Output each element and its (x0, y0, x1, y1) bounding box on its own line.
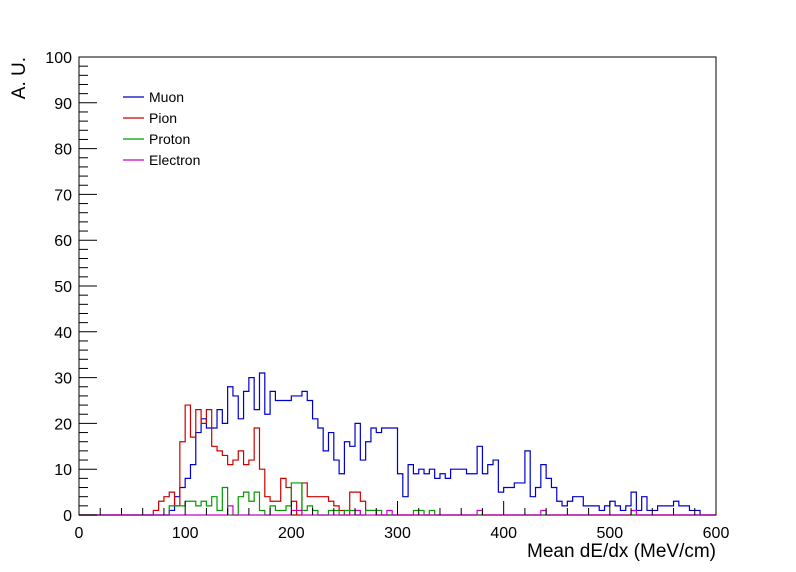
legend: Muon Pion Proton Electron (123, 89, 200, 168)
x-tick-label: 100 (172, 525, 199, 542)
legend-item-electron: Electron (123, 152, 200, 168)
y-tick-label: 30 (54, 371, 72, 388)
y-tick-label: 90 (54, 96, 72, 113)
y-tick-label: 100 (45, 50, 72, 67)
histogram-line-pion (79, 404, 716, 516)
axis-layer: 0 100 200 300 400 500 600 0 10 20 30 40 50 60 70 80 90 10… (45, 50, 729, 542)
legend-label: Muon (149, 89, 184, 105)
legend-label: Proton (149, 131, 190, 147)
legend-label: Pion (149, 110, 177, 126)
y-tick-label: 50 (54, 279, 72, 296)
legend-label: Electron (149, 152, 200, 168)
series-muon (79, 372, 716, 516)
legend-item-proton: Proton (123, 131, 190, 147)
x-tick-label: 0 (75, 525, 84, 542)
legend-item-muon: Muon (123, 89, 184, 105)
y-axis-title: A. U. (9, 57, 30, 99)
x-tick-label: 300 (384, 525, 411, 542)
histogram-line-muon (79, 372, 716, 516)
series-pion (79, 404, 716, 516)
y-tick-label: 40 (54, 325, 72, 342)
legend-item-pion: Pion (123, 110, 177, 126)
y-tick-label: 10 (54, 462, 72, 479)
y-tick-label: 20 (54, 416, 72, 433)
histogram-line-proton (79, 482, 716, 516)
series-proton (79, 482, 716, 516)
y-tick-label: 60 (54, 233, 72, 250)
x-axis-title: Mean dE/dx (MeV/cm) (527, 541, 716, 562)
x-tick-label: 600 (703, 525, 730, 542)
x-tick-label: 200 (278, 525, 305, 542)
y-tick-label: 0 (63, 508, 72, 525)
x-tick-label: 500 (596, 525, 623, 542)
y-tick-label: 70 (54, 187, 72, 204)
x-tick-label: 400 (490, 525, 517, 542)
y-tick-label: 80 (54, 142, 72, 159)
